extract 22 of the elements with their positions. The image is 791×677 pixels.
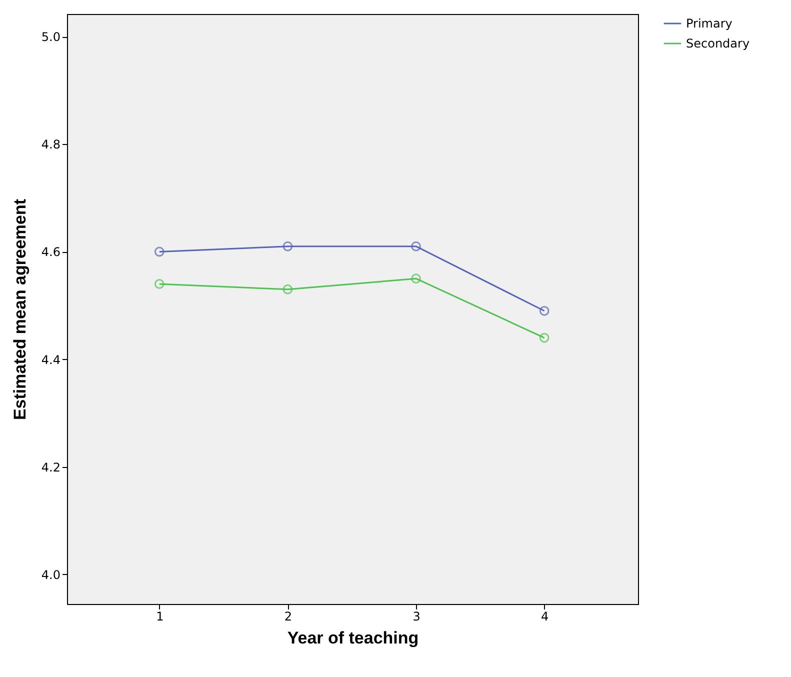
x-tick-label: 4 bbox=[541, 610, 549, 624]
y-tick-label: 4.6 bbox=[41, 245, 60, 260]
y-tick-label: 4.4 bbox=[41, 352, 60, 367]
point bbox=[539, 332, 550, 343]
y-axis-title: Estimated mean agreement bbox=[10, 198, 30, 420]
y-tick-label: 4.2 bbox=[41, 460, 60, 474]
y-tick-label: 4.8 bbox=[41, 138, 60, 152]
point bbox=[539, 306, 550, 316]
point bbox=[282, 241, 293, 252]
point bbox=[411, 274, 421, 284]
x-tick-label: 3 bbox=[412, 610, 420, 624]
point bbox=[154, 279, 164, 289]
legend-label: Secondary bbox=[686, 36, 750, 50]
y-tick-label: 5.0 bbox=[41, 30, 60, 44]
point bbox=[411, 241, 421, 252]
x-tick-label: 1 bbox=[156, 610, 164, 624]
point bbox=[282, 284, 293, 294]
legend-label: Primary bbox=[686, 16, 732, 30]
x-axis-title: Year of teaching bbox=[287, 628, 419, 648]
x-tick-label: 2 bbox=[284, 610, 292, 624]
point bbox=[154, 246, 164, 257]
y-tick-label: 4.0 bbox=[41, 568, 60, 582]
